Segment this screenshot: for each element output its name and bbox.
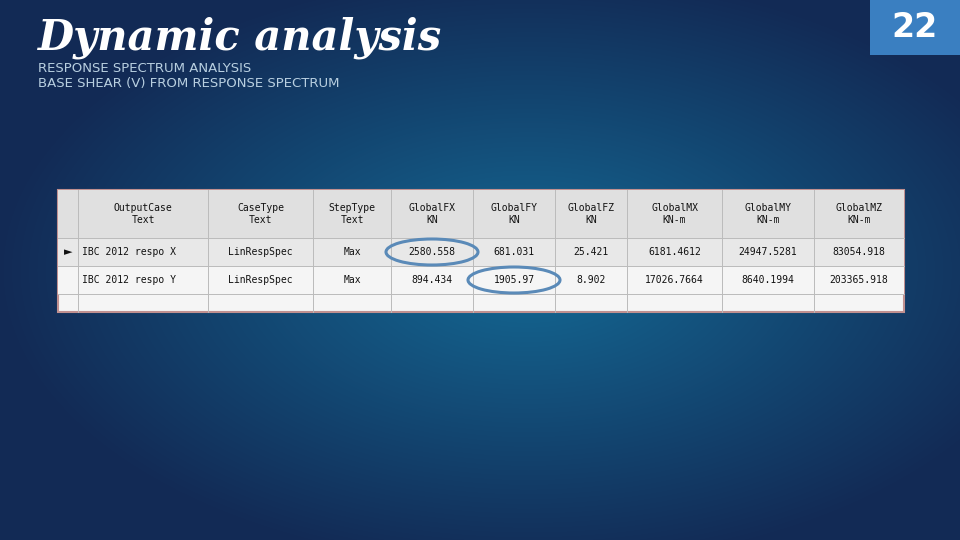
Text: 894.434: 894.434 <box>412 275 452 285</box>
Text: GlobalMX
KN-m: GlobalMX KN-m <box>651 203 698 225</box>
Text: GlobalFY
KN: GlobalFY KN <box>491 203 538 225</box>
Text: Max: Max <box>343 247 361 257</box>
Text: 681.031: 681.031 <box>493 247 535 257</box>
Text: GlobalFZ
KN: GlobalFZ KN <box>567 203 614 225</box>
Text: GlobalMZ
KN-m: GlobalMZ KN-m <box>835 203 882 225</box>
Text: 2580.558: 2580.558 <box>409 247 455 257</box>
Text: ►: ► <box>63 247 72 257</box>
Text: StepType
Text: StepType Text <box>328 203 375 225</box>
Text: 83054.918: 83054.918 <box>832 247 885 257</box>
Text: IBC 2012 respo Y: IBC 2012 respo Y <box>82 275 176 285</box>
Text: CaseType
Text: CaseType Text <box>237 203 284 225</box>
Text: GlobalMY
KN-m: GlobalMY KN-m <box>745 203 791 225</box>
Text: RESPONSE SPECTRUM ANALYSIS: RESPONSE SPECTRUM ANALYSIS <box>38 62 252 75</box>
FancyBboxPatch shape <box>870 0 960 55</box>
Text: 1905.97: 1905.97 <box>493 275 535 285</box>
Text: LinRespSpec: LinRespSpec <box>228 247 293 257</box>
Text: OutputCase
Text: OutputCase Text <box>113 203 173 225</box>
Text: 22: 22 <box>892 11 938 44</box>
Text: 8640.1994: 8640.1994 <box>741 275 795 285</box>
Text: Dynamic analysis: Dynamic analysis <box>38 17 443 59</box>
Text: 8.902: 8.902 <box>576 275 606 285</box>
Text: Max: Max <box>343 275 361 285</box>
Text: 6181.4612: 6181.4612 <box>648 247 701 257</box>
Text: IBC 2012 respo X: IBC 2012 respo X <box>82 247 176 257</box>
Text: 17026.7664: 17026.7664 <box>645 275 704 285</box>
Text: LinRespSpec: LinRespSpec <box>228 275 293 285</box>
FancyBboxPatch shape <box>58 190 904 238</box>
FancyBboxPatch shape <box>58 238 904 266</box>
Text: 203365.918: 203365.918 <box>829 275 888 285</box>
FancyBboxPatch shape <box>58 266 904 294</box>
Text: 25.421: 25.421 <box>573 247 609 257</box>
FancyBboxPatch shape <box>58 190 904 312</box>
Text: BASE SHEAR (V) FROM RESPONSE SPECTRUM: BASE SHEAR (V) FROM RESPONSE SPECTRUM <box>38 78 340 91</box>
Text: GlobalFX
KN: GlobalFX KN <box>409 203 455 225</box>
Text: 24947.5281: 24947.5281 <box>738 247 798 257</box>
